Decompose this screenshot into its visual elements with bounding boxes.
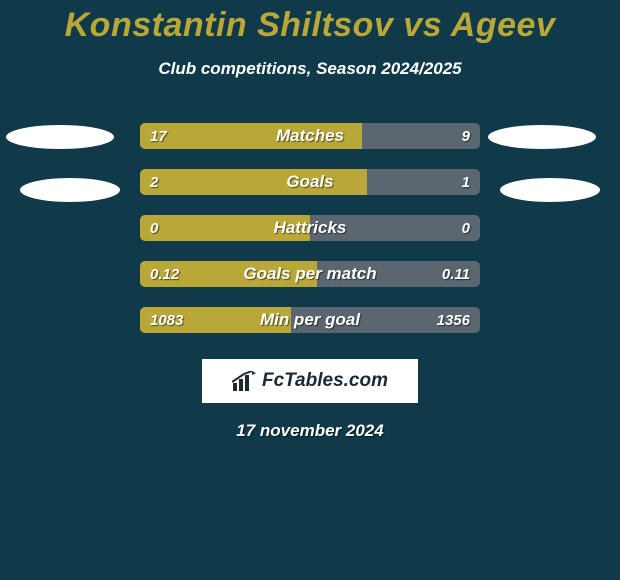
stat-value-left: 2 xyxy=(150,169,158,195)
stat-value-left: 1083 xyxy=(150,307,183,333)
stat-label: Goals xyxy=(140,169,480,195)
comparison-card: Konstantin Shiltsov vs Ageev Club compet… xyxy=(0,0,620,580)
stat-value-right: 0.11 xyxy=(442,261,470,287)
stat-bar: Goals per match0.12 0.11 xyxy=(140,261,480,287)
stat-row: Goals per match0.12 0.11 xyxy=(0,251,620,297)
stat-row: Hattricks0 0 xyxy=(0,205,620,251)
stat-label: Hattricks xyxy=(140,215,480,241)
snapshot-date: 17 november 2024 xyxy=(0,421,620,441)
player-placeholder-ellipse xyxy=(500,178,600,202)
stat-bar: Min per goal1083 1356 xyxy=(140,307,480,333)
brand-badge: FcTables.com xyxy=(202,359,418,403)
stat-value-right: 1356 xyxy=(437,307,470,333)
stat-label: Matches xyxy=(140,123,480,149)
page-title: Konstantin Shiltsov vs Ageev xyxy=(0,0,620,45)
player-placeholder-ellipse xyxy=(488,125,596,149)
stat-bar: Hattricks0 0 xyxy=(140,215,480,241)
player-placeholder-ellipse xyxy=(6,125,114,149)
stat-row: Min per goal1083 1356 xyxy=(0,297,620,343)
player-placeholder-ellipse xyxy=(20,178,120,202)
stat-bar: Goals2 1 xyxy=(140,169,480,195)
stat-label: Min per goal xyxy=(140,307,480,333)
stat-bar: Matches17 9 xyxy=(140,123,480,149)
stat-label: Goals per match xyxy=(140,261,480,287)
stat-value-left: 0.12 xyxy=(150,261,179,287)
brand-text: FcTables.com xyxy=(262,370,388,392)
brand-chart-icon xyxy=(232,371,256,391)
subtitle: Club competitions, Season 2024/2025 xyxy=(0,59,620,79)
stat-value-right: 1 xyxy=(462,169,470,195)
stat-value-left: 0 xyxy=(150,215,158,241)
stat-value-left: 17 xyxy=(150,123,167,149)
stat-value-right: 9 xyxy=(462,123,470,149)
stat-value-right: 0 xyxy=(462,215,470,241)
